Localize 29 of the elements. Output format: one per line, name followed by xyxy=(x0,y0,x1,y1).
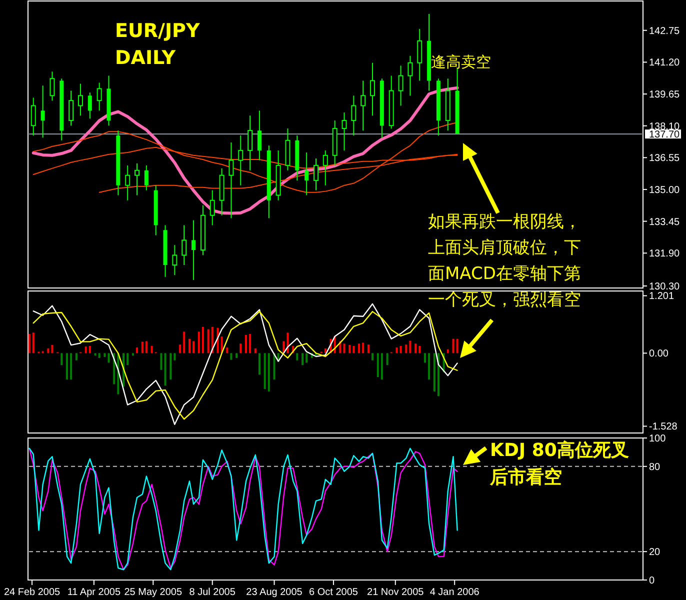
annotation: 逢高卖空 xyxy=(431,52,492,71)
y-tick-label: 0 xyxy=(649,576,655,586)
x-tick-label: 21 Nov 2005 xyxy=(367,587,424,598)
y-tick-label: 135.00 xyxy=(649,184,680,196)
y-tick-label: 131.90 xyxy=(649,248,680,260)
y-tick-label: 80 xyxy=(649,462,661,473)
y-tick-label: 1.201 xyxy=(649,291,674,302)
x-tick-label: 24 Feb 2005 xyxy=(4,587,61,598)
x-tick-label: 11 Apr 2005 xyxy=(67,587,121,598)
text: EUR/JPY xyxy=(115,20,200,42)
y-tick-label: 20 xyxy=(649,547,661,558)
annotation: 如果再跌一根阴线，上面头肩顶破位，下面MACD在零轴下第一个死叉，强烈看空 xyxy=(428,212,581,310)
x-tick-label: 6 Oct 2005 xyxy=(309,587,358,598)
x-tick-label: 23 Aug 2005 xyxy=(246,587,303,598)
y-tick-label: 139.65 xyxy=(649,90,680,100)
x-tick-label: 8 Jul 2005 xyxy=(189,587,236,598)
y-tick-label: 130.30 xyxy=(649,281,680,292)
y-tick-label: 0.00 xyxy=(649,348,669,360)
x-tick-label: 4 Jan 2006 xyxy=(430,587,480,598)
annotation: KDJ 80高位死叉后市看空 xyxy=(489,440,629,488)
ref-line-label: 137.70 xyxy=(649,130,680,141)
y-tick-label: 133.45 xyxy=(649,216,680,228)
y-tick-label: 136.55 xyxy=(649,153,680,164)
x-tick-label: 25 May 2005 xyxy=(124,587,182,598)
y-tick-label: 100 xyxy=(649,434,666,444)
y-tick-label: 141.20 xyxy=(649,58,680,69)
y-tick-label: 142.75 xyxy=(649,26,680,37)
text: DAILY xyxy=(115,47,176,69)
y-tick-label: -1.528 xyxy=(649,422,678,433)
